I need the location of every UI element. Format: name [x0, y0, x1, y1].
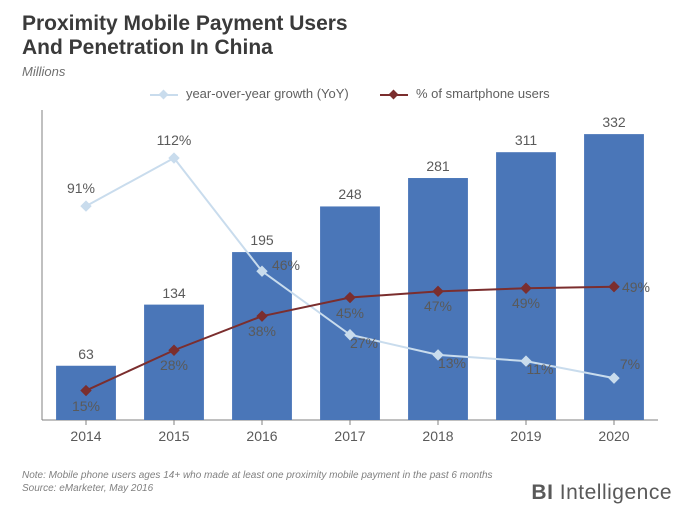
chart-title: Proximity Mobile Payment Users And Penet… — [22, 12, 348, 60]
title-line-2: And Penetration In China — [22, 36, 348, 60]
line-label-smartphone: 28% — [160, 357, 188, 373]
line-label-yoy: 112% — [157, 132, 192, 148]
bar-label: 63 — [78, 346, 94, 362]
x-axis-label: 2014 — [70, 428, 101, 444]
logo-bold: BI — [531, 481, 553, 504]
line-label-smartphone: 47% — [424, 298, 452, 314]
line-label-yoy: 11% — [527, 361, 554, 377]
chart-subtitle: Millions — [22, 64, 65, 79]
line-label-yoy: 27% — [350, 335, 378, 351]
note-line-2: Source: eMarketer, May 2016 — [22, 483, 493, 496]
logo-light: Intelligence — [553, 481, 672, 504]
line-label-yoy: 13% — [438, 355, 466, 371]
bar-label: 248 — [338, 186, 361, 202]
line-label-yoy: 7% — [620, 356, 640, 372]
bar-label: 134 — [162, 285, 185, 301]
bar-label: 332 — [602, 114, 625, 130]
x-axis-label: 2019 — [510, 428, 541, 444]
x-axis-label: 2018 — [422, 428, 453, 444]
line-label-smartphone: 45% — [336, 305, 364, 321]
chart-area: year-over-year growth (YoY) % of smartph… — [30, 86, 670, 461]
chart-footnote: Note: Mobile phone users ages 14+ who ma… — [22, 470, 493, 495]
bar-label: 311 — [515, 132, 537, 148]
bi-intelligence-logo: BI Intelligence — [531, 481, 672, 505]
title-line-1: Proximity Mobile Payment Users — [22, 12, 348, 36]
line-label-yoy: 91% — [67, 180, 95, 196]
labels-layer: 63 2014 134 2015 195 2016 248 2017 281 2018 311 201… — [30, 86, 670, 446]
line-label-smartphone: 15% — [72, 398, 100, 414]
x-axis-label: 2017 — [334, 428, 365, 444]
line-label-smartphone: 38% — [248, 323, 276, 339]
note-line-1: Note: Mobile phone users ages 14+ who ma… — [22, 470, 493, 483]
x-axis-label: 2020 — [598, 428, 629, 444]
bar-label: 281 — [426, 158, 449, 174]
line-label-smartphone: 49% — [622, 279, 650, 295]
x-axis-label: 2016 — [246, 428, 277, 444]
line-label-yoy: 46% — [272, 257, 300, 273]
bar-label: 195 — [250, 232, 273, 248]
line-label-smartphone: 49% — [512, 295, 540, 311]
x-axis-label: 2015 — [158, 428, 189, 444]
